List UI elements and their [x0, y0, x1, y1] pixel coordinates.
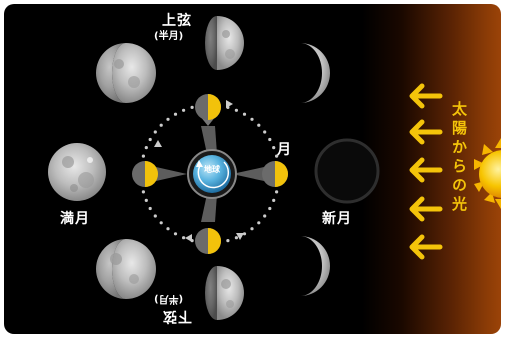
orbit-dot — [159, 221, 163, 225]
orbit-dot — [141, 154, 145, 158]
first-quarter-label: 上弦 — [162, 13, 192, 29]
orbit-dot — [141, 190, 145, 194]
orbit-dot — [173, 112, 178, 116]
orbit-dot — [166, 227, 170, 231]
sunlight-label: 太陽からの光 — [450, 101, 468, 215]
sunlight-arrow-icon — [409, 157, 443, 183]
first-quarter-moon-image — [205, 16, 244, 70]
new-moon-image — [314, 138, 380, 204]
orbit-dot — [173, 232, 178, 236]
last-quarter-label: 下弦 — [162, 308, 192, 324]
earth-label: 地球 — [204, 165, 220, 174]
full-moon-image — [48, 143, 106, 201]
orbit-dot — [190, 105, 194, 109]
moon-icon — [132, 161, 158, 187]
orbit-dot — [234, 108, 238, 112]
orbit-dot — [263, 130, 267, 134]
orbit-dot — [159, 123, 163, 127]
sunlight-arrow-icon — [409, 196, 443, 222]
diagram-canvas — [48, 16, 501, 320]
sunlight-arrows — [409, 83, 443, 260]
orbit-dot — [153, 214, 157, 218]
orbit-dot — [182, 236, 186, 240]
orbit-dot — [226, 239, 230, 243]
new-moon-label: 新月 — [322, 211, 352, 227]
last-quarter-moon-image — [205, 266, 244, 320]
orbit-dot — [250, 227, 254, 231]
orbit-dot — [272, 198, 276, 202]
orbit-dot — [275, 154, 279, 158]
waxing-gibbous-image — [96, 43, 156, 103]
sun-icon — [474, 138, 501, 209]
orbit-dot — [257, 221, 261, 225]
last-quarter-sublabel: (半月) — [154, 293, 184, 304]
orbit-dot — [268, 137, 272, 142]
orbit-dot — [148, 206, 152, 211]
waning-crescent-image — [300, 236, 330, 296]
moon-icon — [195, 94, 221, 120]
orbit-dot — [275, 190, 279, 194]
orbit-dot — [153, 130, 157, 134]
orbit-dot — [250, 117, 254, 121]
waxing-crescent-image — [300, 43, 330, 103]
full-moon-label: 満月 — [60, 211, 90, 227]
first-quarter-sublabel: (半月) — [154, 31, 184, 42]
orbit-dot — [234, 236, 238, 240]
sunlight-arrow-icon — [409, 119, 443, 145]
moon-icon — [262, 161, 288, 187]
orbit-dot — [257, 123, 261, 127]
sunlight-arrow-icon — [409, 234, 443, 260]
orbit-dot — [242, 112, 247, 116]
moon-phases-diagram: 上弦 (半月) 下弦 (半月) 満月 新月 月 太陽からの光 地球 — [4, 4, 501, 334]
waning-gibbous-image — [96, 239, 156, 299]
moon-label: 月 — [277, 142, 291, 158]
sunlight-arrow-icon — [409, 83, 443, 109]
moon-icon — [195, 228, 221, 254]
orbit-dot — [148, 137, 152, 142]
earth-icon — [187, 149, 237, 199]
orbit-dot — [144, 146, 148, 150]
orbit-dot — [268, 206, 272, 211]
orbit-dot — [182, 108, 186, 112]
orbit-dot — [144, 198, 148, 202]
orbit-dot — [272, 146, 276, 150]
orbit-dot — [263, 214, 267, 218]
orbit-dot — [166, 117, 170, 121]
